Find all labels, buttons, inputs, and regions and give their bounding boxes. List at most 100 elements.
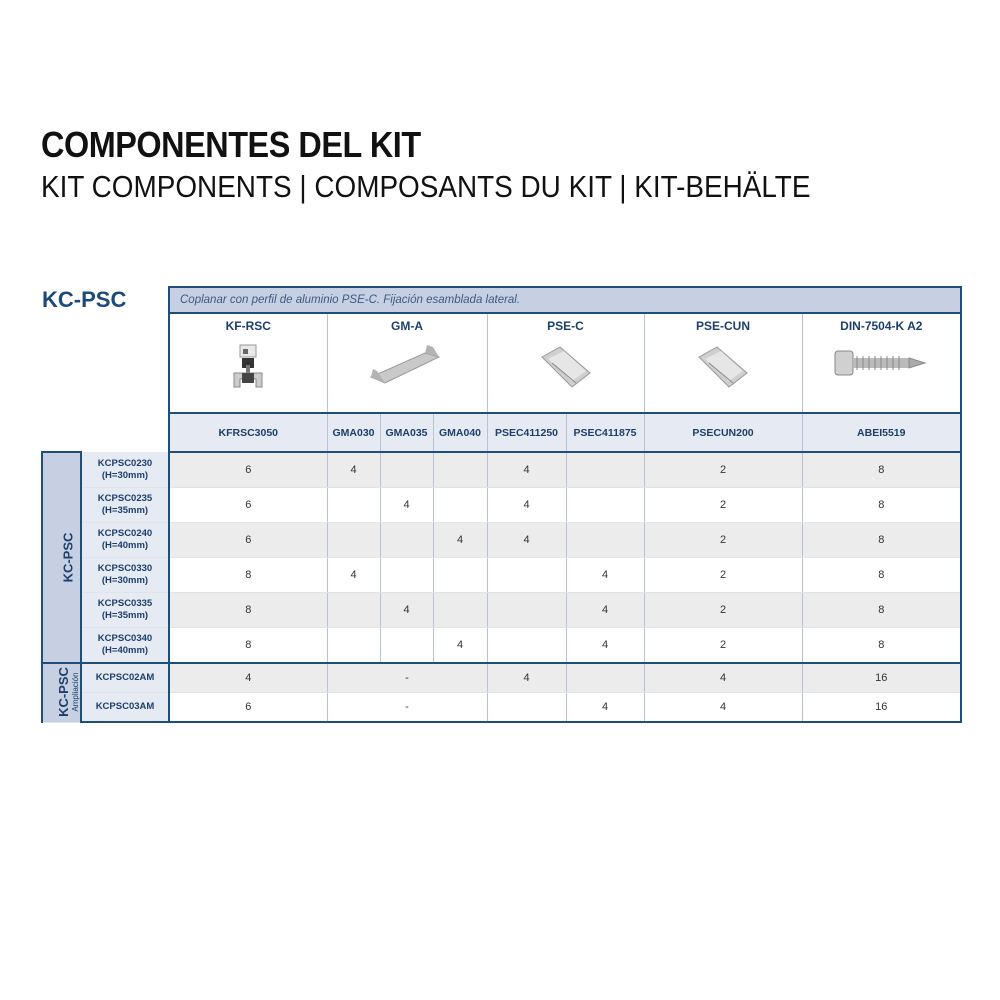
- clamp-image: [233, 344, 263, 388]
- self-drilling-screw-image: [834, 350, 927, 376]
- quantity-cell: [565, 452, 645, 488]
- quantity-cell: [432, 487, 488, 523]
- group-label: KC-PSC: [41, 451, 82, 664]
- code-abei5519: ABEI5519: [801, 413, 963, 453]
- rail-connector-image: [369, 345, 441, 384]
- quantity-cell: 4: [432, 522, 488, 558]
- kit-components-table: Coplanar con perfil de aluminio PSE-C. F…: [41, 286, 963, 723]
- product-gm-a: GM-A: [326, 313, 488, 414]
- quantity-cell: 2: [643, 592, 803, 628]
- group-name: KC-PSC: [60, 532, 76, 583]
- quantity-cell: 8: [168, 557, 328, 593]
- model-cell: KCPSC0335 (H=35mm): [80, 592, 170, 628]
- quantity-cell: 4: [326, 452, 381, 488]
- quantity-cell: [379, 452, 434, 488]
- code-gma035: GMA035: [379, 413, 434, 453]
- code-gma030: GMA030: [326, 413, 381, 453]
- quantity-cell: 8: [801, 487, 963, 523]
- model-code: KCPSC0240: [97, 528, 153, 539]
- quantity-cell: 4: [565, 592, 645, 628]
- model-code: KCPSC0330: [97, 563, 153, 574]
- table-row: KCPSC0330 (H=30mm) 8 4 4 2 8: [42, 557, 963, 593]
- model-code: KCPSC0235: [97, 493, 153, 504]
- quantity-cell: -: [326, 692, 488, 723]
- quantity-cell: 4: [486, 452, 567, 488]
- code-psecun200: PSECUN200: [643, 413, 803, 453]
- quantity-cell: -: [326, 662, 488, 693]
- aluminium-profile-union-image: [698, 346, 748, 388]
- quantity-cell: 4: [643, 662, 803, 693]
- model-height: (H=30mm): [101, 469, 149, 481]
- code-gma040: GMA040: [432, 413, 488, 453]
- quantity-cell: 8: [801, 592, 963, 628]
- table-row: KCPSC0335 (H=35mm) 8 4 4 2 8: [42, 592, 963, 628]
- code-psec411250: PSEC411250: [486, 413, 567, 453]
- model-height: (H=35mm): [101, 610, 149, 621]
- quantity-cell: 4: [643, 692, 803, 723]
- model-cell: KCPSC03AM: [80, 692, 170, 723]
- quantity-cell: [486, 692, 567, 723]
- quantity-cell: [565, 487, 645, 523]
- quantity-cell: 4: [326, 557, 381, 593]
- quantity-cell: 4: [565, 627, 645, 664]
- quantity-cell: 2: [643, 522, 803, 558]
- quantity-cell: [486, 557, 567, 593]
- page-title: COMPONENTES DEL KIT: [41, 124, 421, 165]
- model-code: KCPSC03AM: [95, 701, 155, 712]
- product-name: PSE-CUN: [695, 319, 750, 333]
- model-cell: KCPSC0240 (H=40mm): [80, 522, 170, 558]
- model-cell: KCPSC0230 (H=30mm): [80, 452, 170, 488]
- quantity-cell: 4: [486, 487, 567, 523]
- quantity-cell: 4: [432, 627, 488, 664]
- quantity-cell: [326, 522, 381, 558]
- kit-label: KC-PSC: [42, 287, 127, 312]
- aluminium-profile-image: [540, 346, 591, 388]
- quantity-cell: [379, 627, 434, 664]
- quantity-cell: 2: [643, 452, 803, 488]
- quantity-cell: [432, 557, 488, 593]
- quantity-cell: 16: [801, 692, 963, 723]
- quantity-cell: 16: [801, 662, 963, 693]
- quantity-cell: 8: [801, 452, 963, 488]
- quantity-cell: 4: [379, 592, 434, 628]
- table-row: KCPSC03AM 6-4 4 16: [42, 692, 963, 723]
- quantity-cell: 2: [643, 557, 803, 593]
- quantity-cell: [432, 592, 488, 628]
- model-cell: KCPSC0235 (H=35mm): [80, 487, 170, 523]
- quantity-cell: [486, 627, 567, 664]
- quantity-cell: 6: [168, 487, 328, 523]
- group-name: KC-PSC: [55, 667, 71, 718]
- quantity-cell: 4: [565, 692, 645, 723]
- quantity-cell: [326, 487, 381, 523]
- page-subtitle: KIT COMPONENTS | COMPOSANTS DU KIT | KIT…: [41, 169, 811, 204]
- quantity-cell: [432, 452, 488, 488]
- product-pse-cun: PSE-CUN: [643, 313, 803, 414]
- group-label-ampliacion: KC-PSC Ampliación: [41, 662, 82, 723]
- quantity-cell: 8: [801, 557, 963, 593]
- model-code: KCPSC0340: [97, 633, 153, 644]
- model-height: (H=40mm): [101, 645, 149, 656]
- quantity-cell: 4: [486, 662, 567, 693]
- code-kfrsc3050: KFRSC3050: [168, 413, 328, 453]
- model-cell: KCPSC0340 (H=40mm): [80, 627, 170, 664]
- quantity-cell: 8: [801, 522, 963, 558]
- quantity-cell: [486, 592, 567, 628]
- table-row: KC-PSC Ampliación KCPSC02AM 4-4 4 16: [41, 662, 963, 723]
- quantity-cell: 8: [168, 592, 328, 628]
- table-row: KCPSC0235 (H=35mm) 6 4 4 2 8: [42, 487, 963, 523]
- quantity-cell: 4: [486, 522, 567, 558]
- table-row: KCPSC0240 (H=40mm) 6 4 4 2 8: [42, 522, 963, 558]
- model-code: KCPSC0335: [97, 598, 153, 609]
- quantity-cell: 4: [168, 662, 328, 693]
- quantity-cell: 6: [168, 522, 328, 558]
- group-sublabel: Ampliación: [70, 672, 80, 712]
- model-height: (H=30mm): [101, 575, 149, 586]
- product-din-7504-k-a2: DIN-7504-K A2: [801, 313, 963, 414]
- quantity-cell: [379, 557, 434, 593]
- product-name: GM-A: [391, 319, 423, 333]
- product-name: DIN-7504-K A2: [840, 319, 923, 333]
- model-code: KCPSC0230: [97, 457, 153, 469]
- product-kf-rsc: KF-RSC: [168, 313, 328, 414]
- product-pse-c: PSE-C: [486, 313, 645, 414]
- quantity-cell: [326, 592, 381, 628]
